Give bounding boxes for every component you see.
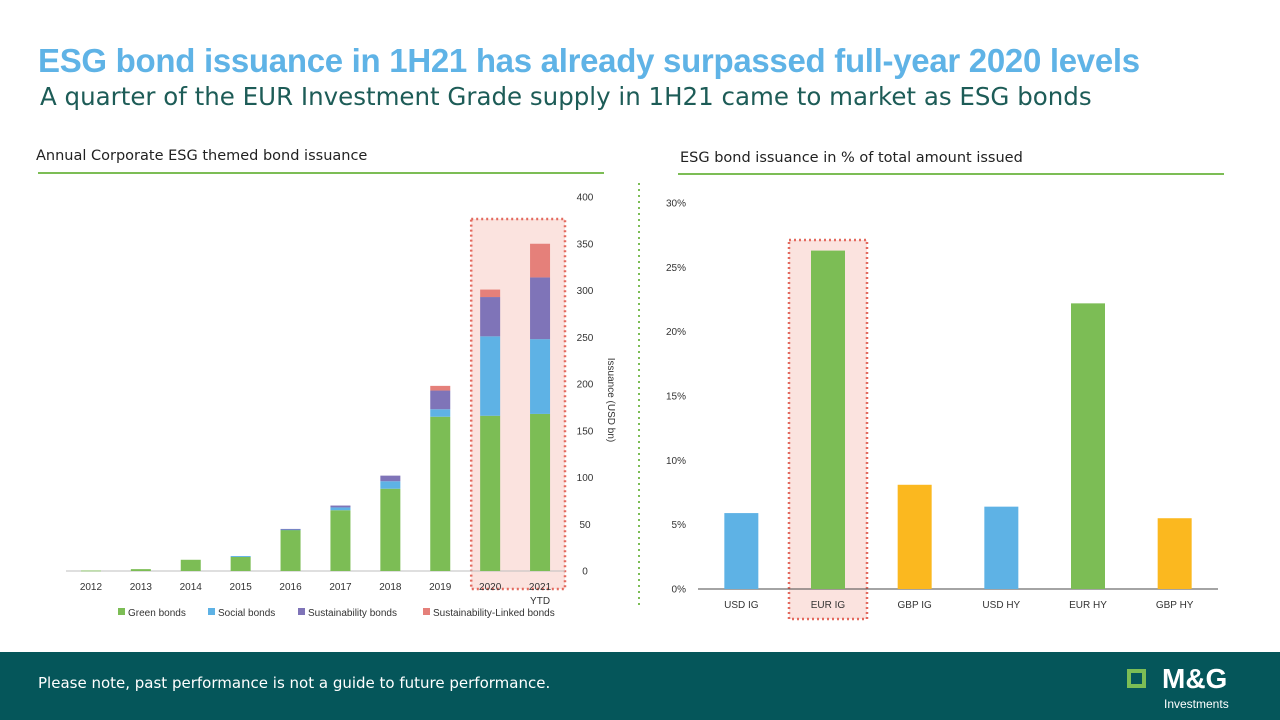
y-tick-label: 0% bbox=[672, 585, 687, 596]
left-chart: 2012 2013 2014 2015 2016 2017 2018 2019 2020 2021… bbox=[66, 193, 616, 619]
y-tick-label: 25% bbox=[666, 263, 686, 274]
bar-2014-green-bonds bbox=[180, 559, 201, 571]
legend-swatch bbox=[208, 608, 215, 615]
bar-2012-green-bonds bbox=[80, 570, 101, 572]
bar-2020-sustainability-linked-bonds bbox=[480, 289, 501, 298]
x-tick-label: USD HY bbox=[982, 600, 1020, 611]
x-tick-label: 2021 bbox=[529, 582, 552, 593]
bar-gbp-hy bbox=[1157, 518, 1192, 589]
legend-swatch bbox=[118, 608, 125, 615]
legend-label: Green bonds bbox=[128, 608, 186, 619]
y-tick-label: 0 bbox=[582, 567, 588, 578]
bar-2021-social-bonds bbox=[530, 339, 551, 414]
bar-2019-sustainability-bonds bbox=[430, 390, 451, 410]
y-tick-label: 5% bbox=[672, 520, 687, 531]
x-tick-label: 2012 bbox=[80, 582, 103, 593]
bar-2013-green-bonds bbox=[130, 569, 151, 571]
right-title-rule bbox=[678, 173, 1224, 175]
bar-2020-green-bonds bbox=[480, 415, 501, 571]
logo-subtext: Investments bbox=[1164, 697, 1229, 711]
y-tick-label: 10% bbox=[666, 456, 686, 467]
x-tick-label: GBP HY bbox=[1156, 600, 1194, 611]
bar-2015-green-bonds bbox=[230, 556, 251, 571]
x-tick-label: 2017 bbox=[329, 582, 352, 593]
legend-swatch bbox=[298, 608, 305, 615]
bar-usd-hy bbox=[984, 506, 1019, 589]
bar-2019-sustainability-linked-bonds bbox=[430, 385, 451, 391]
bar-2018-green-bonds bbox=[380, 488, 401, 571]
bar-2017-green-bonds bbox=[330, 510, 351, 571]
bar-2020-social-bonds bbox=[480, 336, 501, 416]
bar-2021-sustainability-linked-bonds bbox=[530, 243, 551, 278]
y-tick-label: 300 bbox=[577, 286, 594, 297]
x-tick-label: 2016 bbox=[279, 582, 302, 593]
bar-2019-social-bonds bbox=[430, 409, 451, 417]
bar-2021-sustainability-bonds bbox=[530, 277, 551, 340]
bar-2020-sustainability-bonds bbox=[480, 297, 501, 337]
legend-label: Sustainability bonds bbox=[308, 608, 397, 619]
x-tick-label: EUR IG bbox=[811, 600, 846, 611]
x-tick-label: 2018 bbox=[379, 582, 402, 593]
bar-2015-social-bonds bbox=[230, 556, 251, 557]
y-tick-label: 100 bbox=[577, 473, 594, 484]
y-tick-label: 400 bbox=[577, 193, 594, 204]
y-axis-title: Issuance (USD bn) bbox=[605, 358, 616, 442]
left-title-rule bbox=[38, 172, 604, 174]
y-tick-label: 250 bbox=[577, 333, 594, 344]
bar-2017-sustainability-bonds bbox=[330, 505, 351, 508]
x-tick-label: 2013 bbox=[130, 582, 153, 593]
bar-2016-social-bonds bbox=[280, 529, 301, 531]
bar-eur-ig bbox=[811, 250, 845, 589]
page-subtitle: A quarter of the EUR Investment Grade su… bbox=[40, 82, 1092, 111]
footer: Please note, past performance is not a g… bbox=[0, 652, 1280, 720]
mg-logo: M&G Investments bbox=[1124, 663, 1254, 712]
logo-wordmark: M&G bbox=[1162, 663, 1228, 694]
bar-2018-sustainability-bonds bbox=[380, 475, 401, 482]
bar-2017-social-bonds bbox=[330, 507, 351, 511]
y-tick-label: 200 bbox=[577, 380, 594, 391]
x-tick-sublabel: YTD bbox=[530, 596, 550, 607]
x-tick-label: 2019 bbox=[429, 582, 452, 593]
disclaimer-text: Please note, past performance is not a g… bbox=[38, 674, 551, 692]
logo-square-icon bbox=[1127, 669, 1146, 688]
x-tick-label: EUR HY bbox=[1069, 600, 1107, 611]
y-tick-label: 15% bbox=[666, 392, 686, 403]
bar-usd-ig bbox=[724, 513, 759, 589]
left-chart-title: Annual Corporate ESG themed bond issuanc… bbox=[36, 148, 368, 164]
y-tick-label: 150 bbox=[577, 426, 594, 437]
y-tick-label: 50 bbox=[579, 520, 591, 531]
bar-gbp-ig bbox=[897, 484, 932, 589]
legend-label: Sustainability-Linked bonds bbox=[433, 608, 555, 619]
x-tick-label: 2014 bbox=[180, 582, 203, 593]
bar-2016-sustainability-bonds bbox=[280, 528, 301, 530]
bar-eur-hy bbox=[1071, 303, 1105, 589]
y-tick-label: 30% bbox=[666, 199, 686, 210]
x-tick-label: USD IG bbox=[724, 600, 759, 611]
legend-label: Social bonds bbox=[218, 608, 275, 619]
charts-canvas: 2012 2013 2014 2015 2016 2017 2018 2019 2020 2021… bbox=[66, 183, 1218, 621]
legend-swatch bbox=[423, 608, 430, 615]
y-tick-label: 350 bbox=[577, 239, 594, 250]
y-tick-label: 20% bbox=[666, 327, 686, 338]
right-chart: USD IG EUR IG GBP IG USD HY EUR HY GBP HY 0% 5%… bbox=[666, 199, 1218, 621]
x-tick-label: GBP IG bbox=[898, 600, 932, 611]
page-title: ESG bond issuance in 1H21 has already su… bbox=[38, 42, 1140, 79]
right-chart-title: ESG bond issuance in % of total amount i… bbox=[680, 150, 1023, 166]
bar-2021-green-bonds bbox=[530, 413, 551, 571]
bar-2018-social-bonds bbox=[380, 481, 401, 489]
x-tick-label: 2020 bbox=[479, 582, 502, 593]
bar-2016-green-bonds bbox=[280, 529, 301, 571]
bar-2019-green-bonds bbox=[430, 416, 451, 571]
x-tick-label: 2015 bbox=[230, 582, 253, 593]
